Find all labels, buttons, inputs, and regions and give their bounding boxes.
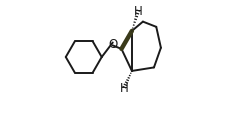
Text: O: O — [108, 38, 117, 51]
Text: H: H — [120, 81, 129, 94]
Text: H: H — [134, 5, 143, 18]
